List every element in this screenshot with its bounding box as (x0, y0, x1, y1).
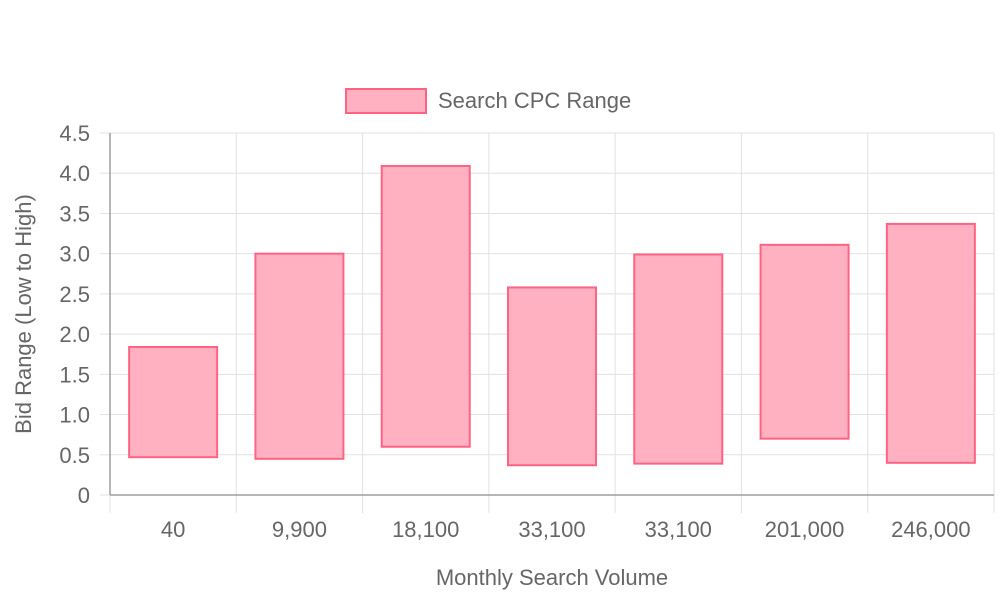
x-tick-label: 246,000 (891, 517, 971, 542)
y-tick-label: 0.5 (59, 443, 90, 468)
range-bar[interactable] (507, 286, 597, 467)
range-bar[interactable] (885, 222, 976, 464)
x-tick-label: 18,100 (392, 517, 459, 542)
y-tick-label: 4.5 (59, 121, 90, 146)
legend-swatch[interactable] (345, 88, 427, 114)
y-tick-label: 2.5 (59, 282, 90, 307)
x-axis-title: Monthly Search Volume (436, 565, 668, 590)
x-tick-label: 40 (161, 517, 185, 542)
y-tick-label: 3.0 (59, 242, 90, 267)
range-bar[interactable] (254, 252, 345, 460)
bars (128, 164, 976, 467)
y-tick-label: 0 (78, 483, 90, 508)
x-tick-label: 33,100 (645, 517, 712, 542)
axes: 0 0.5 1.0 1.5 2.0 2.5 3.0 3.5 4.0 4.5 40 9,900 18,10… (59, 121, 994, 542)
x-tick-label: 9,900 (272, 517, 327, 542)
y-tick-label: 1.5 (59, 362, 90, 387)
y-tick-label: 1.0 (59, 403, 90, 428)
y-tick-label: 2.0 (59, 322, 90, 347)
range-bar[interactable] (633, 253, 724, 465)
y-axis-title: Bid Range (Low to High) (11, 194, 36, 434)
x-tick-label: 201,000 (765, 517, 845, 542)
legend[interactable]: Search CPC Range (345, 88, 631, 114)
range-bar[interactable] (380, 164, 471, 448)
x-tick-label: 33,100 (518, 517, 585, 542)
y-tick-label: 3.5 (59, 201, 90, 226)
range-bar[interactable] (128, 345, 219, 459)
range-bar[interactable] (759, 243, 850, 440)
legend-label[interactable]: Search CPC Range (438, 88, 631, 113)
y-tick-label: 4.0 (59, 161, 90, 186)
